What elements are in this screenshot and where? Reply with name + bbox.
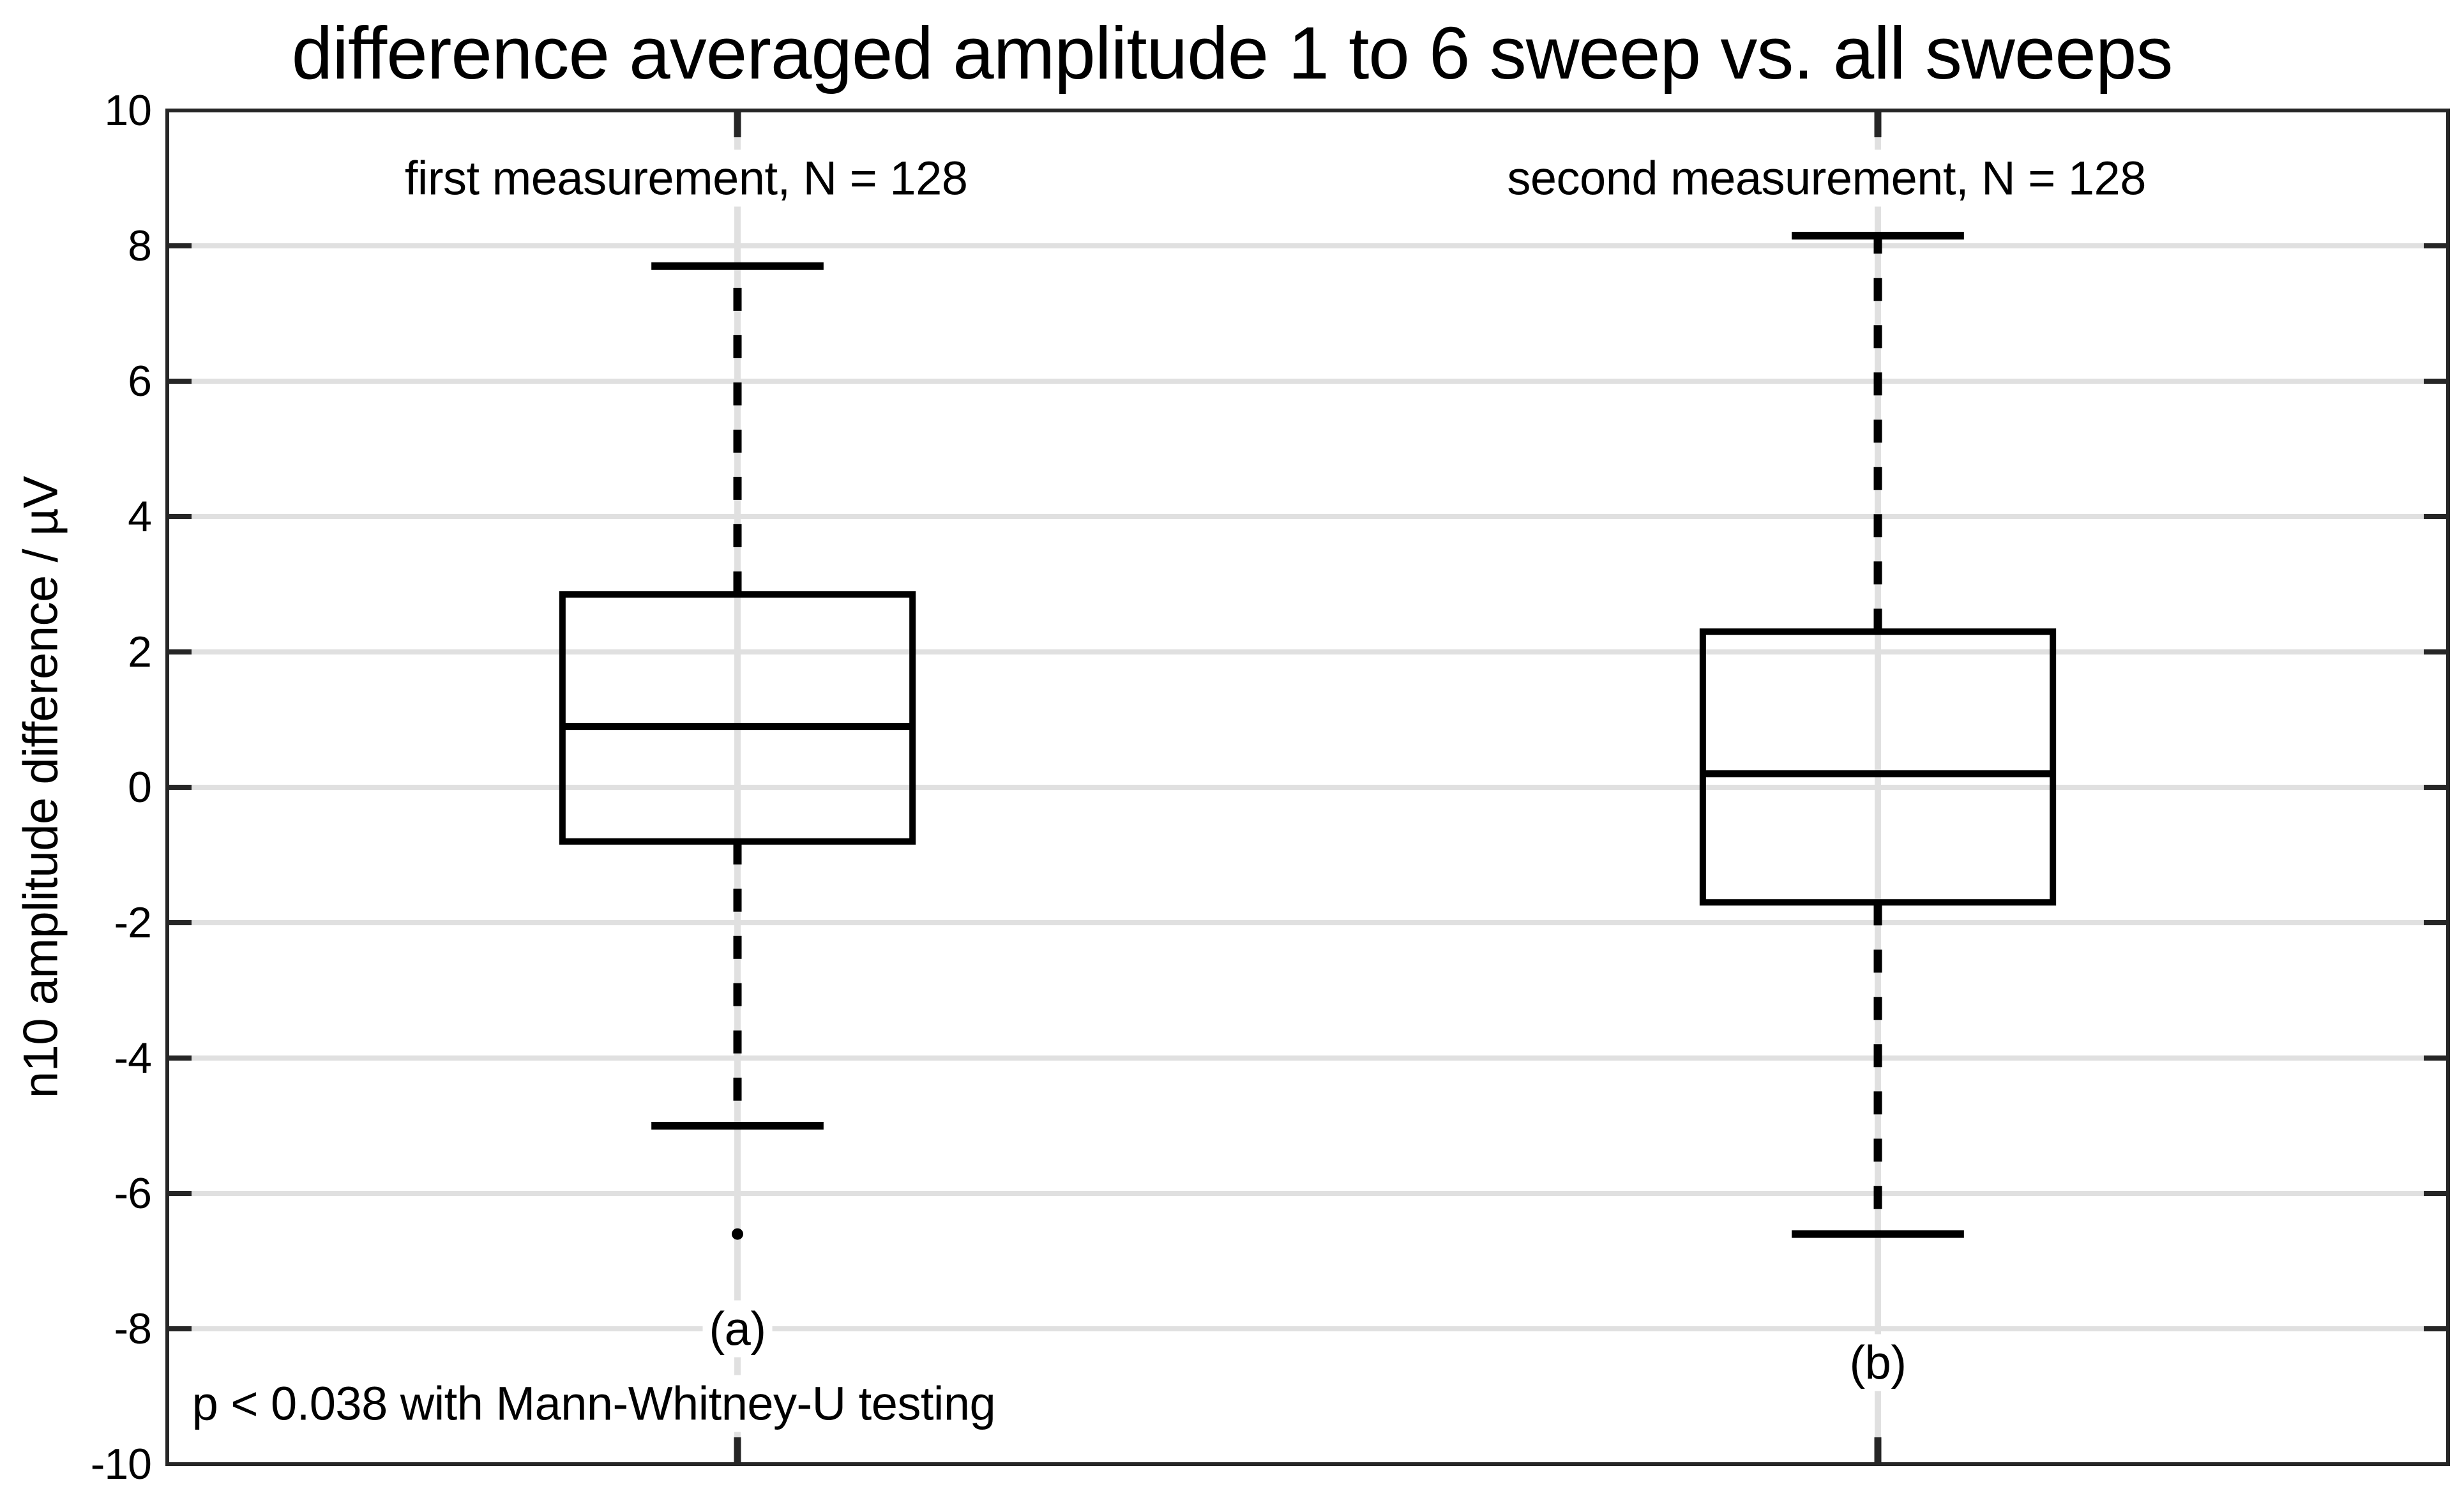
y-tick-label--2: -2 bbox=[114, 898, 152, 947]
y-tick-label-4: 4 bbox=[128, 492, 152, 541]
y-tick-label--6: -6 bbox=[114, 1169, 152, 1218]
y-tick-label--10: -10 bbox=[90, 1440, 152, 1488]
iqr-box-second-measurement bbox=[1699, 628, 2057, 906]
y-tick-label-6: 6 bbox=[128, 357, 152, 405]
annotation-stat-note: p < 0.038 with Mann-Whitney-U testing bbox=[185, 1375, 1002, 1432]
y-tick-label-2: 2 bbox=[128, 628, 152, 676]
y-tick-label-8: 8 bbox=[128, 222, 152, 270]
plot-frame bbox=[165, 109, 2450, 1466]
y-tick-label-10: 10 bbox=[104, 86, 152, 135]
annotation-second-measurement: second measurement, N = 128 bbox=[1500, 149, 2152, 207]
outlier-first-measurement-0 bbox=[732, 1228, 743, 1240]
xtick-label-b: (b) bbox=[1843, 1334, 1913, 1391]
annotation-first-measurement: first measurement, N = 128 bbox=[398, 149, 974, 207]
iqr-box-first-measurement bbox=[559, 591, 916, 845]
y-tick-label--8: -8 bbox=[114, 1305, 152, 1353]
xtick-label-a: (a) bbox=[702, 1300, 773, 1358]
y-tick-label-0: 0 bbox=[128, 763, 152, 812]
y-tick-label--4: -4 bbox=[114, 1034, 152, 1082]
chart-title: difference averaged amplitude 1 to 6 swe… bbox=[291, 11, 2173, 95]
